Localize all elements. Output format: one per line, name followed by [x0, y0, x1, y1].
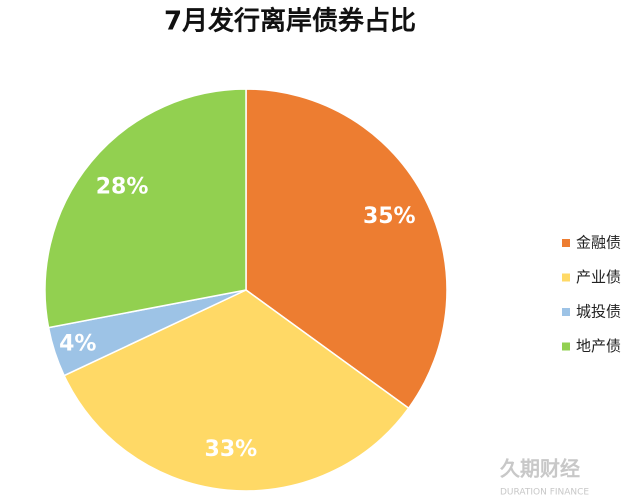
data-label: 28%	[96, 175, 149, 200]
data-label: 4%	[59, 332, 96, 357]
legend-label: 产业债	[576, 268, 621, 286]
legend-label: 地产债	[576, 337, 621, 355]
legend-label: 城投债	[576, 303, 621, 321]
chart-title: 7月发行离岸债券占比	[164, 6, 416, 37]
data-label: 35%	[363, 204, 416, 229]
legend-swatch	[562, 239, 570, 247]
legend-label: 金融债	[576, 234, 621, 252]
pie-slice	[63, 289, 410, 492]
data-label: 33%	[205, 437, 258, 462]
pie-slice	[44, 88, 247, 329]
pie-slice	[245, 88, 448, 410]
pie: 35% 33% 4% 28%	[44, 88, 448, 492]
legend-swatch	[562, 342, 570, 351]
legend-swatch	[562, 273, 570, 282]
watermark-sub: DURATION FINANCE	[500, 488, 589, 498]
legend-swatch	[562, 308, 570, 316]
watermark: 久期财经	[500, 457, 580, 481]
